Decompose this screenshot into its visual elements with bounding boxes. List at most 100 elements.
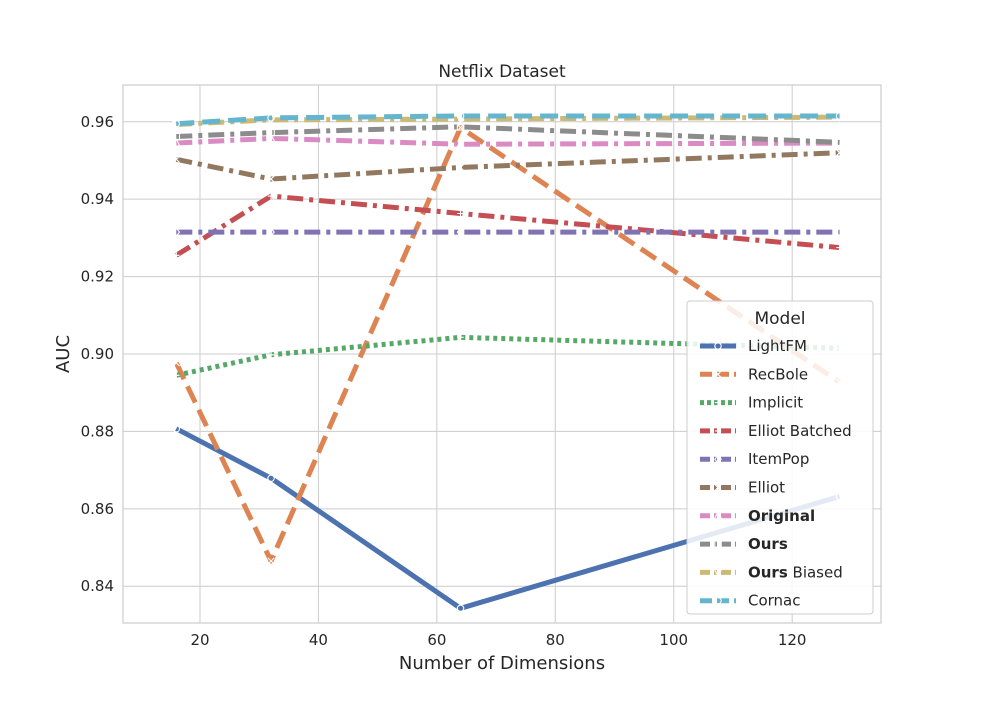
plot-frame (122, 84, 882, 624)
legend-marker-lightfm (714, 342, 722, 350)
data-point-ours (172, 132, 181, 141)
legend-label-cornac: Cornac (748, 592, 801, 610)
legend-marker-implicit (714, 399, 722, 406)
data-point-implicit (267, 351, 275, 358)
data-point-elliot (835, 149, 844, 157)
series-original (171, 133, 845, 148)
legend-label-elliot-batched: Elliot Batched (748, 422, 852, 440)
x-axis-label: Number of Dimensions (399, 653, 605, 674)
legend-item-elliot-batched: Elliot Batched (700, 422, 852, 440)
data-point-ours (267, 128, 275, 137)
data-point-cornac (456, 112, 465, 120)
legend-label-text: Elliot (748, 479, 785, 497)
legend-label-bold: Original (748, 507, 815, 525)
legend-marker-ours (714, 540, 722, 548)
y-tick-label: 0.88 (81, 422, 114, 440)
legend-item-ours-biased: Ours Biased (700, 563, 843, 581)
data-point-itempop (267, 227, 275, 237)
data-point-implicit (457, 334, 464, 341)
legend-label-lightfm: LightFM (748, 337, 807, 355)
legend-items: LightFM RecBole Implicit Elliot Batched Item… (700, 337, 852, 610)
legend-label-text: Elliot Batched (748, 422, 852, 440)
legend-label-text: RecBole (748, 365, 808, 383)
series-elliot (172, 149, 844, 183)
data-point-implicit (173, 372, 180, 379)
legend-item-ours: Ours (700, 535, 788, 553)
legend-label-bold: Ours (748, 563, 788, 581)
legend-marker-elliot (714, 483, 722, 492)
legend-item-itempop: ItemPop (700, 450, 809, 468)
legend-label-text: Cornac (748, 592, 801, 610)
data-point-ours (835, 138, 844, 147)
legend-label-elliot: Elliot (748, 479, 785, 497)
legend-label-text: LightFM (748, 337, 807, 355)
legend-label-text: Implicit (748, 394, 803, 412)
data-point-original (835, 138, 845, 147)
data-point-recbole (172, 359, 180, 367)
legend-label-ours-biased: Ours Biased (748, 563, 843, 581)
legend-marker-itempop (714, 454, 722, 465)
series-itempop (172, 227, 844, 237)
data-point-elliot-batched (173, 252, 180, 259)
legend-item-cornac: Cornac (700, 592, 801, 610)
data-point-cornac (267, 114, 275, 122)
data-point-original (456, 139, 466, 148)
legend-label-text: Biased (788, 563, 843, 581)
y-tick-label: 0.84 (81, 577, 114, 595)
x-tick-label: 40 (309, 631, 328, 649)
legend-item-implicit: Implicit (700, 394, 803, 412)
data-point-lightfm (267, 474, 275, 482)
x-tick-label: 100 (659, 631, 688, 649)
legend-item-original: Original (700, 507, 815, 525)
legend-label-text: ItemPop (748, 450, 809, 468)
legend-item-elliot: Elliot (700, 479, 785, 497)
legend-label-recbole: RecBole (748, 365, 808, 383)
x-tick-label: 60 (427, 631, 446, 649)
legend: Model LightFM RecBole Implicit Elliot Batch… (686, 300, 874, 615)
data-point-original (266, 133, 276, 143)
x-tick-label: 120 (778, 631, 807, 649)
series-ours (172, 123, 844, 147)
data-point-itempop (172, 227, 181, 237)
data-point-lightfm (172, 424, 181, 433)
data-point-lightfm (456, 604, 465, 613)
legend-marker-ours-biased (713, 568, 723, 578)
legend-label-implicit: Implicit (748, 394, 803, 412)
legend-item-recbole: RecBole (700, 365, 808, 383)
series-line-original (176, 135, 840, 147)
legend-label-itempop: ItemPop (748, 450, 809, 468)
legend-marker-cornac (714, 596, 722, 605)
data-point-elliot-batched (836, 244, 843, 251)
legend-title: Model (754, 309, 805, 329)
x-tick-label: 20 (190, 631, 209, 649)
data-point-cornac (835, 112, 844, 120)
x-tick-label: 80 (546, 631, 565, 649)
y-tick-label: 0.90 (81, 345, 114, 363)
data-point-elliot-batched (267, 192, 275, 200)
y-tick-label: 0.96 (81, 113, 114, 131)
y-tick-label: 0.94 (81, 190, 114, 208)
legend-item-lightfm: LightFM (700, 337, 807, 355)
data-point-itempop (835, 227, 844, 237)
legend-label-original: Original (748, 507, 815, 525)
data-point-elliot (172, 155, 180, 163)
y-tick-label: 0.86 (81, 500, 114, 518)
series-line-cornac (176, 113, 840, 127)
series-line-implicit (175, 334, 840, 378)
series-line-lightfm (175, 426, 841, 611)
data-point-original (171, 138, 181, 147)
data-point-elliot (267, 175, 275, 183)
series-line-ours (176, 124, 840, 145)
legend-label-ours: Ours (748, 535, 788, 553)
series-cornac (172, 112, 844, 128)
y-axis-label: AUC (53, 335, 74, 373)
chart-title: Netflix Dataset (438, 62, 566, 82)
y-tick-label: 0.92 (81, 268, 114, 286)
data-point-elliot (456, 163, 465, 172)
legend-marker-recbole (714, 370, 722, 378)
legend-box (686, 300, 874, 615)
legend-label-bold: Ours (748, 535, 788, 553)
legend-marker-elliot-batched (714, 427, 722, 435)
legend-marker-original (713, 510, 723, 520)
